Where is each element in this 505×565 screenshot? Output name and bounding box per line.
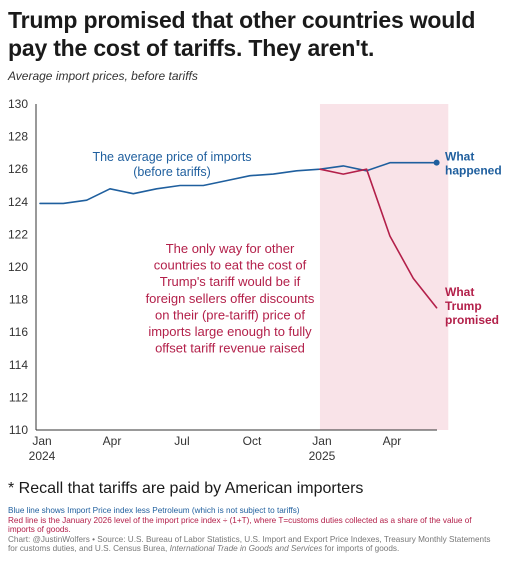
footnotes: Blue line shows Import Price index less … [8,506,500,554]
end-label-what-happened: What happened [445,150,502,178]
x-tick-label: Apr [383,434,402,448]
footnote-blue-line: Blue line shows Import Price index less … [8,506,300,515]
x-tick-year-label: 2025 [309,449,336,463]
x-tick-label: Apr [103,434,122,448]
x-tick-label: Jan [312,434,331,448]
end-label-line: Trump [445,299,482,313]
series-end-point-happened [433,159,440,166]
tariff-period-shading [319,104,449,430]
source-text: Chart: @JustinWolfers • Source: U.S. Bur… [8,534,491,554]
y-tick-label: 122 [8,227,28,241]
red-annotation-line: The only way for other [166,241,295,256]
series-line-happened [39,161,438,205]
blue-line-annotation-line2: (before tariffs) [133,165,211,179]
footnote-source: Chart: @JustinWolfers • Source: U.S. Bur… [8,535,500,554]
y-tick-label: 112 [9,390,28,404]
blue-line-annotation-line1: The average price of imports [92,150,251,164]
y-tick-label: 114 [9,358,28,372]
y-tick-label: 116 [9,325,28,339]
y-axis-ticks: 110 112 114 116 118 120 122 124 126 128 130 [8,97,28,437]
red-annotation-line: offset tariff revenue raised [155,341,305,356]
end-label-line: What [445,150,474,164]
source-italic-title: International Trade in Goods and Service… [169,544,323,554]
x-tick-label: Jan [32,434,51,448]
chart-subtitle: Average import prices, before tariffs [8,69,198,83]
source-suffix: for imports of goods. [322,544,400,554]
y-tick-label: 130 [8,97,28,111]
red-line-annotation: The only way for other countries to eat … [146,241,315,356]
red-annotation-line: Trump's tariff would be if [160,274,301,289]
red-annotation-line: foreign sellers offer discounts [146,291,315,306]
y-tick-label: 126 [8,162,28,176]
footnote-red-line: Red line is the January 2026 level of th… [8,515,472,535]
y-tick-label: 118 [9,293,28,307]
chart-title: Trump promised that other countries woul… [8,7,476,61]
red-annotation-line: imports large enough to fully [148,324,312,339]
end-label-line: promised [445,313,499,327]
y-tick-label: 110 [9,423,28,437]
red-annotation-line: on their (pre-tariff) price of [155,307,305,322]
recall-note: * Recall that tariffs are paid by Americ… [8,480,364,497]
end-label-line: happened [445,164,502,178]
x-tick-label: Oct [243,434,262,448]
y-tick-label: 128 [8,130,28,144]
end-label-line: What [445,285,474,299]
x-tick-label: Jul [174,434,189,448]
red-annotation-line: countries to eat the cost of [154,258,307,273]
end-label-what-trump-promised: What Trump promised [445,285,499,327]
y-tick-label: 120 [8,260,28,274]
series-lines [39,159,440,309]
series-line-promised [319,168,438,309]
y-tick-label: 124 [8,195,28,209]
x-tick-year-label: 2024 [29,449,56,463]
